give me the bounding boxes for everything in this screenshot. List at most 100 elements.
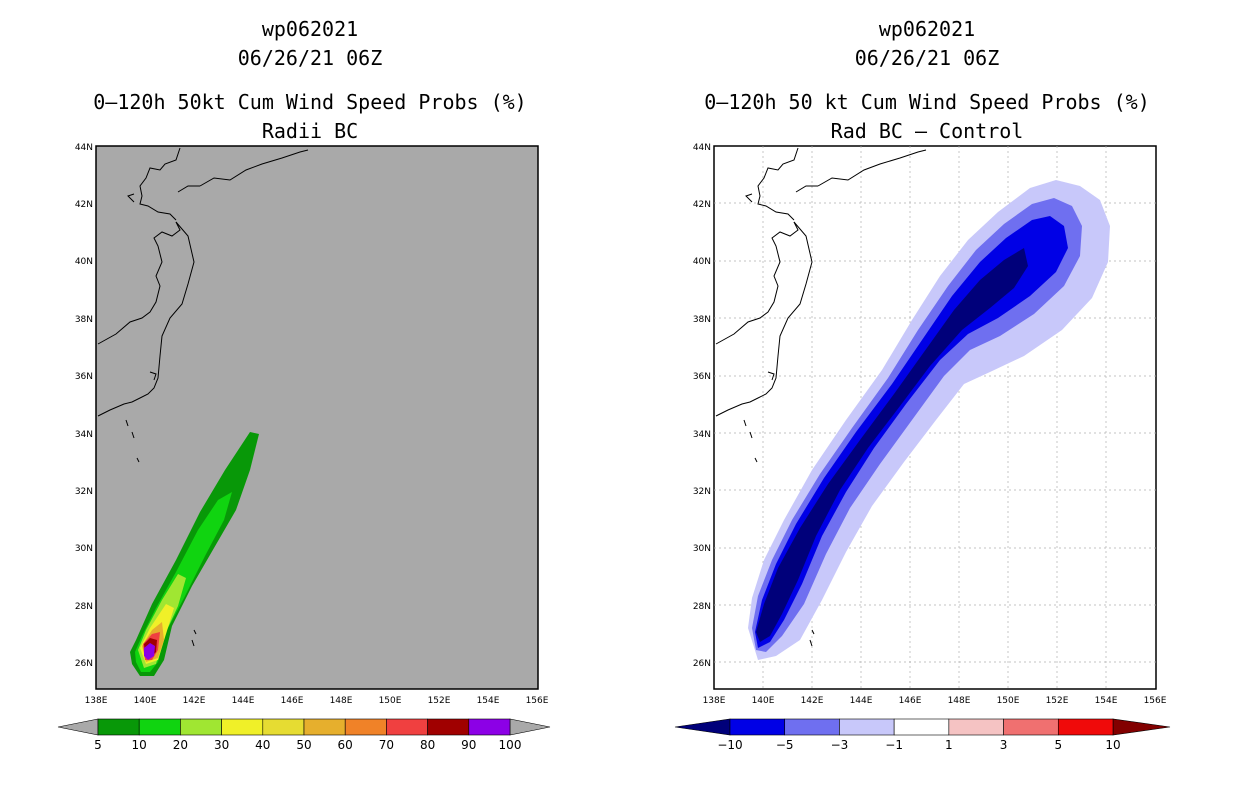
colorbar-label: 60 xyxy=(338,738,353,752)
left-lon-ticks: 138E 140E 142E 144E 146E 148E 150E 152E … xyxy=(85,696,549,706)
lon-tick: 140E xyxy=(752,696,775,706)
diff-minus-10 xyxy=(756,248,1028,642)
lon-tick: 148E xyxy=(948,696,971,706)
colorbar-label: 10 xyxy=(1105,738,1120,752)
colorbar-swatch xyxy=(1057,718,1114,736)
lon-tick: 138E xyxy=(85,696,108,706)
lat-tick: 38N xyxy=(75,315,93,325)
swath-100pct xyxy=(144,643,155,660)
lon-tick: 152E xyxy=(1046,696,1069,706)
colorbar-label: 3 xyxy=(1000,738,1008,752)
colorbar-swatch xyxy=(948,718,1004,736)
colorbar-label: 70 xyxy=(379,738,394,752)
lat-tick: 34N xyxy=(693,430,711,440)
lat-tick: 34N xyxy=(75,430,93,440)
lat-tick: 28N xyxy=(75,602,93,612)
colorbar-label: 1 xyxy=(945,738,953,752)
colorbar-swatch xyxy=(138,718,181,736)
lat-tick: 40N xyxy=(75,257,93,267)
lat-tick: 44N xyxy=(693,143,711,153)
colorbar-swatch xyxy=(1003,718,1059,736)
colorbar-label: 30 xyxy=(214,738,229,752)
left-subtitle: Radii BC xyxy=(261,119,359,143)
colorbar-swatch xyxy=(303,718,346,736)
lon-tick: 138E xyxy=(703,696,726,706)
colorbar-label: 10 xyxy=(132,738,147,752)
lon-tick: 146E xyxy=(281,696,304,706)
colorbar-swatch xyxy=(468,718,511,736)
right-map: 26N 28N 30N 32N 34N 36N 38N 40N 42N 44N … xyxy=(674,143,1171,752)
right-lon-ticks: 138E 140E 142E 144E 146E 148E 150E 152E … xyxy=(703,696,1167,706)
colorbar-swatch xyxy=(784,718,840,736)
lon-tick: 150E xyxy=(997,696,1020,706)
right-coastlines xyxy=(715,147,927,647)
lat-tick: 38N xyxy=(693,315,711,325)
lon-tick: 142E xyxy=(183,696,206,706)
lon-tick: 140E xyxy=(134,696,157,706)
right-difference-swath xyxy=(748,180,1110,660)
lat-tick: 36N xyxy=(693,372,711,382)
lon-tick: 146E xyxy=(899,696,922,706)
lat-tick: 30N xyxy=(693,544,711,554)
lon-tick: 144E xyxy=(850,696,873,706)
colorbar-swatch xyxy=(729,718,786,736)
colorbar-swatch xyxy=(262,718,305,736)
lon-tick: 152E xyxy=(428,696,451,706)
colorbar-swatch xyxy=(839,718,895,736)
colorbar-low-arrow xyxy=(674,718,731,736)
colorbar-label: 20 xyxy=(173,738,188,752)
lon-tick: 142E xyxy=(801,696,824,706)
lat-tick: 36N xyxy=(75,372,93,382)
colorbar-high-arrow xyxy=(1112,718,1171,736)
lat-tick: 40N xyxy=(693,257,711,267)
lat-tick: 32N xyxy=(693,487,711,497)
colorbar-swatch xyxy=(221,718,264,736)
lat-tick: 42N xyxy=(75,200,93,210)
colorbar-swatch xyxy=(427,718,470,736)
colorbar-swatch xyxy=(386,718,428,736)
lon-tick: 156E xyxy=(1144,696,1167,706)
left-probability-swath xyxy=(130,432,259,676)
lon-tick: 154E xyxy=(477,696,500,706)
lat-tick: 44N xyxy=(75,143,93,153)
right-datetime: 06/26/21 06Z xyxy=(854,46,1000,70)
colorbar-high-arrow xyxy=(509,718,551,736)
lat-tick: 26N xyxy=(693,659,711,669)
colorbar-label: −3 xyxy=(831,738,849,752)
lat-tick: 28N xyxy=(693,602,711,612)
lon-tick: 156E xyxy=(526,696,549,706)
colorbar-label: 40 xyxy=(255,738,270,752)
colorbar-label: 5 xyxy=(1054,738,1062,752)
colorbar-label: 80 xyxy=(420,738,435,752)
lat-tick: 30N xyxy=(75,544,93,554)
left-title: 0–120h 50kt Cum Wind Speed Probs (%) xyxy=(93,90,527,114)
colorbar-swatch xyxy=(97,718,140,736)
right-lat-ticks: 26N 28N 30N 32N 34N 36N 38N 40N 42N 44N xyxy=(693,143,711,669)
left-map: 26N 28N 30N 32N 34N 36N 38N 40N 42N 44N … xyxy=(57,143,551,752)
right-storm-id: wp062021 xyxy=(878,17,976,41)
colorbar-label: −5 xyxy=(776,738,794,752)
lon-tick: 148E xyxy=(330,696,353,706)
lat-tick: 42N xyxy=(693,200,711,210)
colorbar-label: −1 xyxy=(885,738,903,752)
left-datetime: 06/26/21 06Z xyxy=(237,46,383,70)
colorbar-swatch xyxy=(893,718,950,736)
lat-tick: 26N xyxy=(75,659,93,669)
colorbar-swatch xyxy=(180,718,222,736)
left-storm-id: wp062021 xyxy=(261,17,359,41)
colorbar-label: 5 xyxy=(94,738,102,752)
left-coastlines xyxy=(97,147,309,647)
lon-tick: 144E xyxy=(232,696,255,706)
lon-tick: 150E xyxy=(379,696,402,706)
left-colorbar: 5 10 20 30 40 50 60 70 80 90 100 xyxy=(57,718,551,752)
right-subtitle: Rad BC – Control xyxy=(830,119,1024,143)
colorbar-label: 50 xyxy=(296,738,311,752)
colorbar-label: −10 xyxy=(717,738,742,752)
colorbar-low-arrow xyxy=(57,718,99,736)
colorbar-label: 90 xyxy=(461,738,476,752)
lon-tick: 154E xyxy=(1095,696,1118,706)
lat-tick: 32N xyxy=(75,487,93,497)
colorbar-swatch xyxy=(344,718,387,736)
right-colorbar: −10 −5 −3 −1 1 3 5 10 xyxy=(674,718,1171,752)
right-title: 0–120h 50 kt Cum Wind Speed Probs (%) xyxy=(704,90,1150,114)
